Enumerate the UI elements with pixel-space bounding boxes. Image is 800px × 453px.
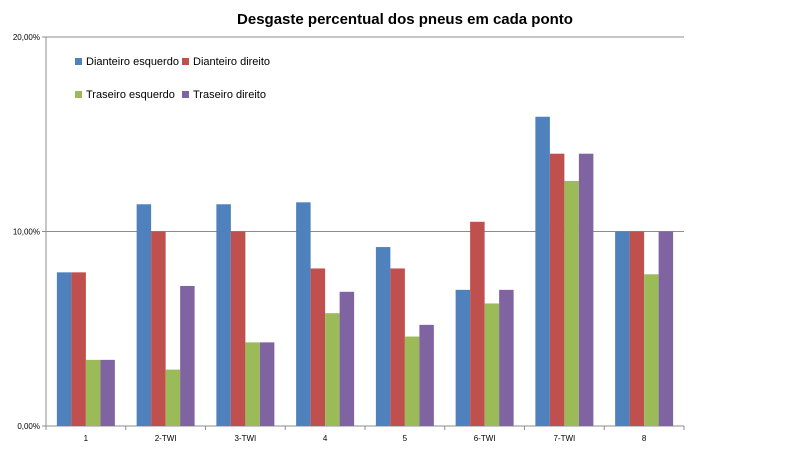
bar [549, 153, 565, 426]
bar [535, 116, 550, 427]
axes: 0,00% 10,00% 20,00% 1 2-TWI 3-TWI 4 5 6-TWI 7-TWI… [13, 33, 685, 443]
bar [615, 231, 630, 426]
bar [310, 268, 326, 426]
legend-label: Traseiro direito [193, 89, 266, 101]
bar [390, 268, 405, 426]
x-tick-label: 8 [642, 434, 647, 443]
bar [484, 303, 500, 426]
bar [455, 289, 471, 426]
bar [629, 231, 645, 426]
bar [470, 221, 485, 426]
bar [56, 272, 72, 426]
legend-swatch [75, 58, 82, 65]
bar [85, 359, 101, 426]
bar [165, 369, 181, 426]
bar [136, 204, 152, 426]
y-tick-label: 10,00% [13, 228, 40, 237]
x-tick-label: 2-TWI [155, 434, 177, 443]
legend-label: Dianteiro direito [193, 56, 270, 68]
bar [100, 359, 115, 426]
bar [296, 202, 311, 426]
bar [339, 291, 355, 426]
legend: Dianteiro esquerdo Dianteiro direito Trase… [75, 56, 270, 101]
y-tick-label: 0,00% [17, 422, 40, 431]
bar [325, 313, 340, 426]
bar [216, 204, 231, 426]
bar [658, 231, 674, 426]
bar [245, 342, 260, 426]
bar [499, 289, 514, 426]
chart-title: Desgaste percentual dos pneus em cada po… [237, 11, 573, 28]
bars [56, 116, 674, 427]
bar [71, 272, 86, 426]
bar [644, 274, 659, 426]
x-tick-label: 7-TWI [553, 434, 575, 443]
bar [180, 285, 195, 426]
x-tick-label: 6-TWI [474, 434, 496, 443]
bar [151, 231, 166, 426]
legend-label: Dianteiro esquerdo [86, 56, 179, 68]
bar [578, 153, 594, 426]
x-tick-label: 4 [323, 434, 328, 443]
legend-label: Traseiro esquerdo [86, 89, 175, 101]
bar [564, 180, 579, 426]
bar [259, 342, 275, 426]
x-tick-label: 1 [84, 434, 89, 443]
legend-swatch [182, 58, 189, 65]
x-tick-label: 3-TWI [234, 434, 256, 443]
y-tick-label: 20,00% [13, 33, 40, 42]
bar [375, 247, 391, 426]
bar [404, 336, 420, 426]
bar [419, 324, 434, 426]
legend-swatch [75, 91, 82, 98]
x-tick-label: 5 [403, 434, 408, 443]
bar [230, 231, 246, 426]
legend-swatch [182, 91, 189, 98]
